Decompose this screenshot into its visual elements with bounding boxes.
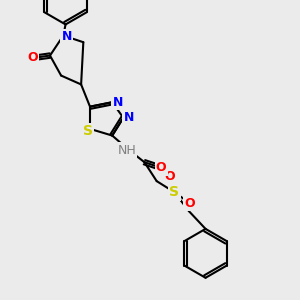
Text: O: O <box>165 170 175 183</box>
Text: O: O <box>185 197 195 210</box>
Text: S: S <box>83 124 93 138</box>
Text: O: O <box>156 161 167 174</box>
Text: O: O <box>27 51 38 64</box>
Text: S: S <box>169 185 179 199</box>
Text: NH: NH <box>117 143 136 157</box>
Text: N: N <box>112 96 123 109</box>
Text: N: N <box>124 111 134 124</box>
Text: N: N <box>61 30 72 43</box>
